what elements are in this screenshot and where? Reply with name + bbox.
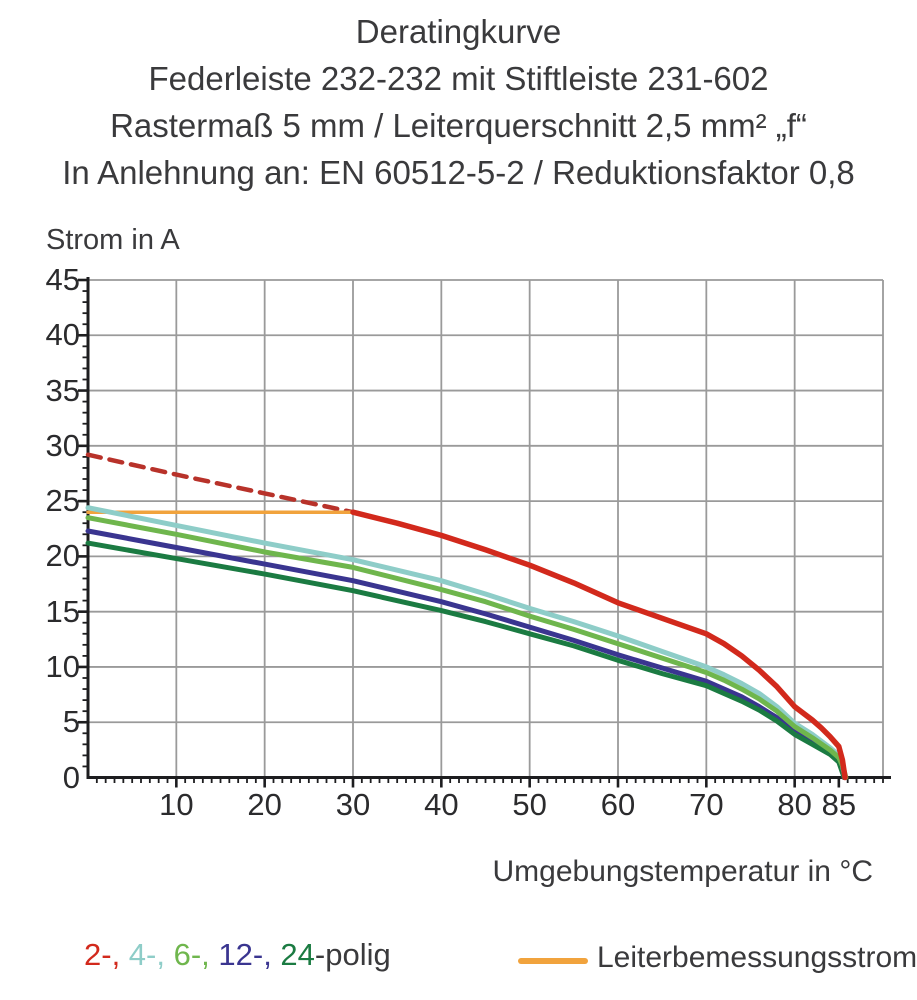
legend-pole-6: 6-, (173, 937, 219, 972)
x-tick-label: 60 (600, 787, 636, 822)
x-tick-label: 10 (159, 787, 194, 822)
legend-pole-2: 2-, (84, 937, 129, 972)
legend-pole-12: 12-, (218, 937, 281, 972)
y-tick-label: 35 (45, 372, 80, 408)
chart-subtitle-specs: Rastermaß 5 mm / Leiterquerschnitt 2,5 m… (110, 107, 807, 144)
y-tick-label: 25 (45, 483, 80, 519)
y-tick-label: 30 (45, 427, 80, 463)
series-2-polig (350, 509, 848, 781)
series-4-polig (85, 505, 848, 780)
y-tick-label: 15 (45, 593, 80, 629)
x-tick-label: 70 (689, 787, 724, 822)
legend-poles: 2-, 4-, 6-, 12-, 24-polig (84, 937, 391, 973)
series-2-polig-dashed (85, 452, 356, 515)
legend-pole-24: 24 (280, 937, 315, 972)
x-tick-label: 85 (821, 787, 857, 822)
rated-current-line-swatch (518, 958, 588, 964)
y-tick-label: 20 (45, 538, 80, 574)
chart-subtitle-products: Federleiste 232-232 mit Stiftleiste 231-… (148, 60, 769, 97)
y-tick-label: 45 (45, 262, 80, 297)
x-tick-label: 20 (247, 787, 282, 822)
y-tick-label: 40 (45, 317, 80, 353)
y-tick-label: 10 (45, 648, 80, 684)
series-6-polig (85, 515, 849, 780)
y-axis-title: Strom in A (46, 224, 180, 256)
x-tick-label: 50 (512, 787, 547, 822)
title-block: Deratingkurve Federleiste 232-232 mit St… (0, 8, 917, 196)
y-tick-label: 0 (62, 759, 80, 795)
x-axis-title: Umgebungstemperatur in °C (492, 855, 873, 888)
x-tick-label: 80 (777, 787, 812, 822)
legend-pole-4: 4-, (128, 937, 174, 972)
y-tick-label: 5 (62, 704, 80, 740)
series-12-polig (85, 528, 847, 780)
legend-poles-suffix: -polig (314, 937, 391, 972)
chart-title: Deratingkurve (355, 13, 562, 50)
chart-subtitle-standard: In Anlehnung an: EN 60512-5-2 / Reduktio… (62, 154, 855, 191)
x-tick-label: 30 (335, 787, 371, 822)
rated-current-label: Leiterbemessungsstrom (597, 941, 917, 974)
series-24-polig (85, 540, 847, 780)
x-tick-label: 40 (424, 787, 459, 822)
